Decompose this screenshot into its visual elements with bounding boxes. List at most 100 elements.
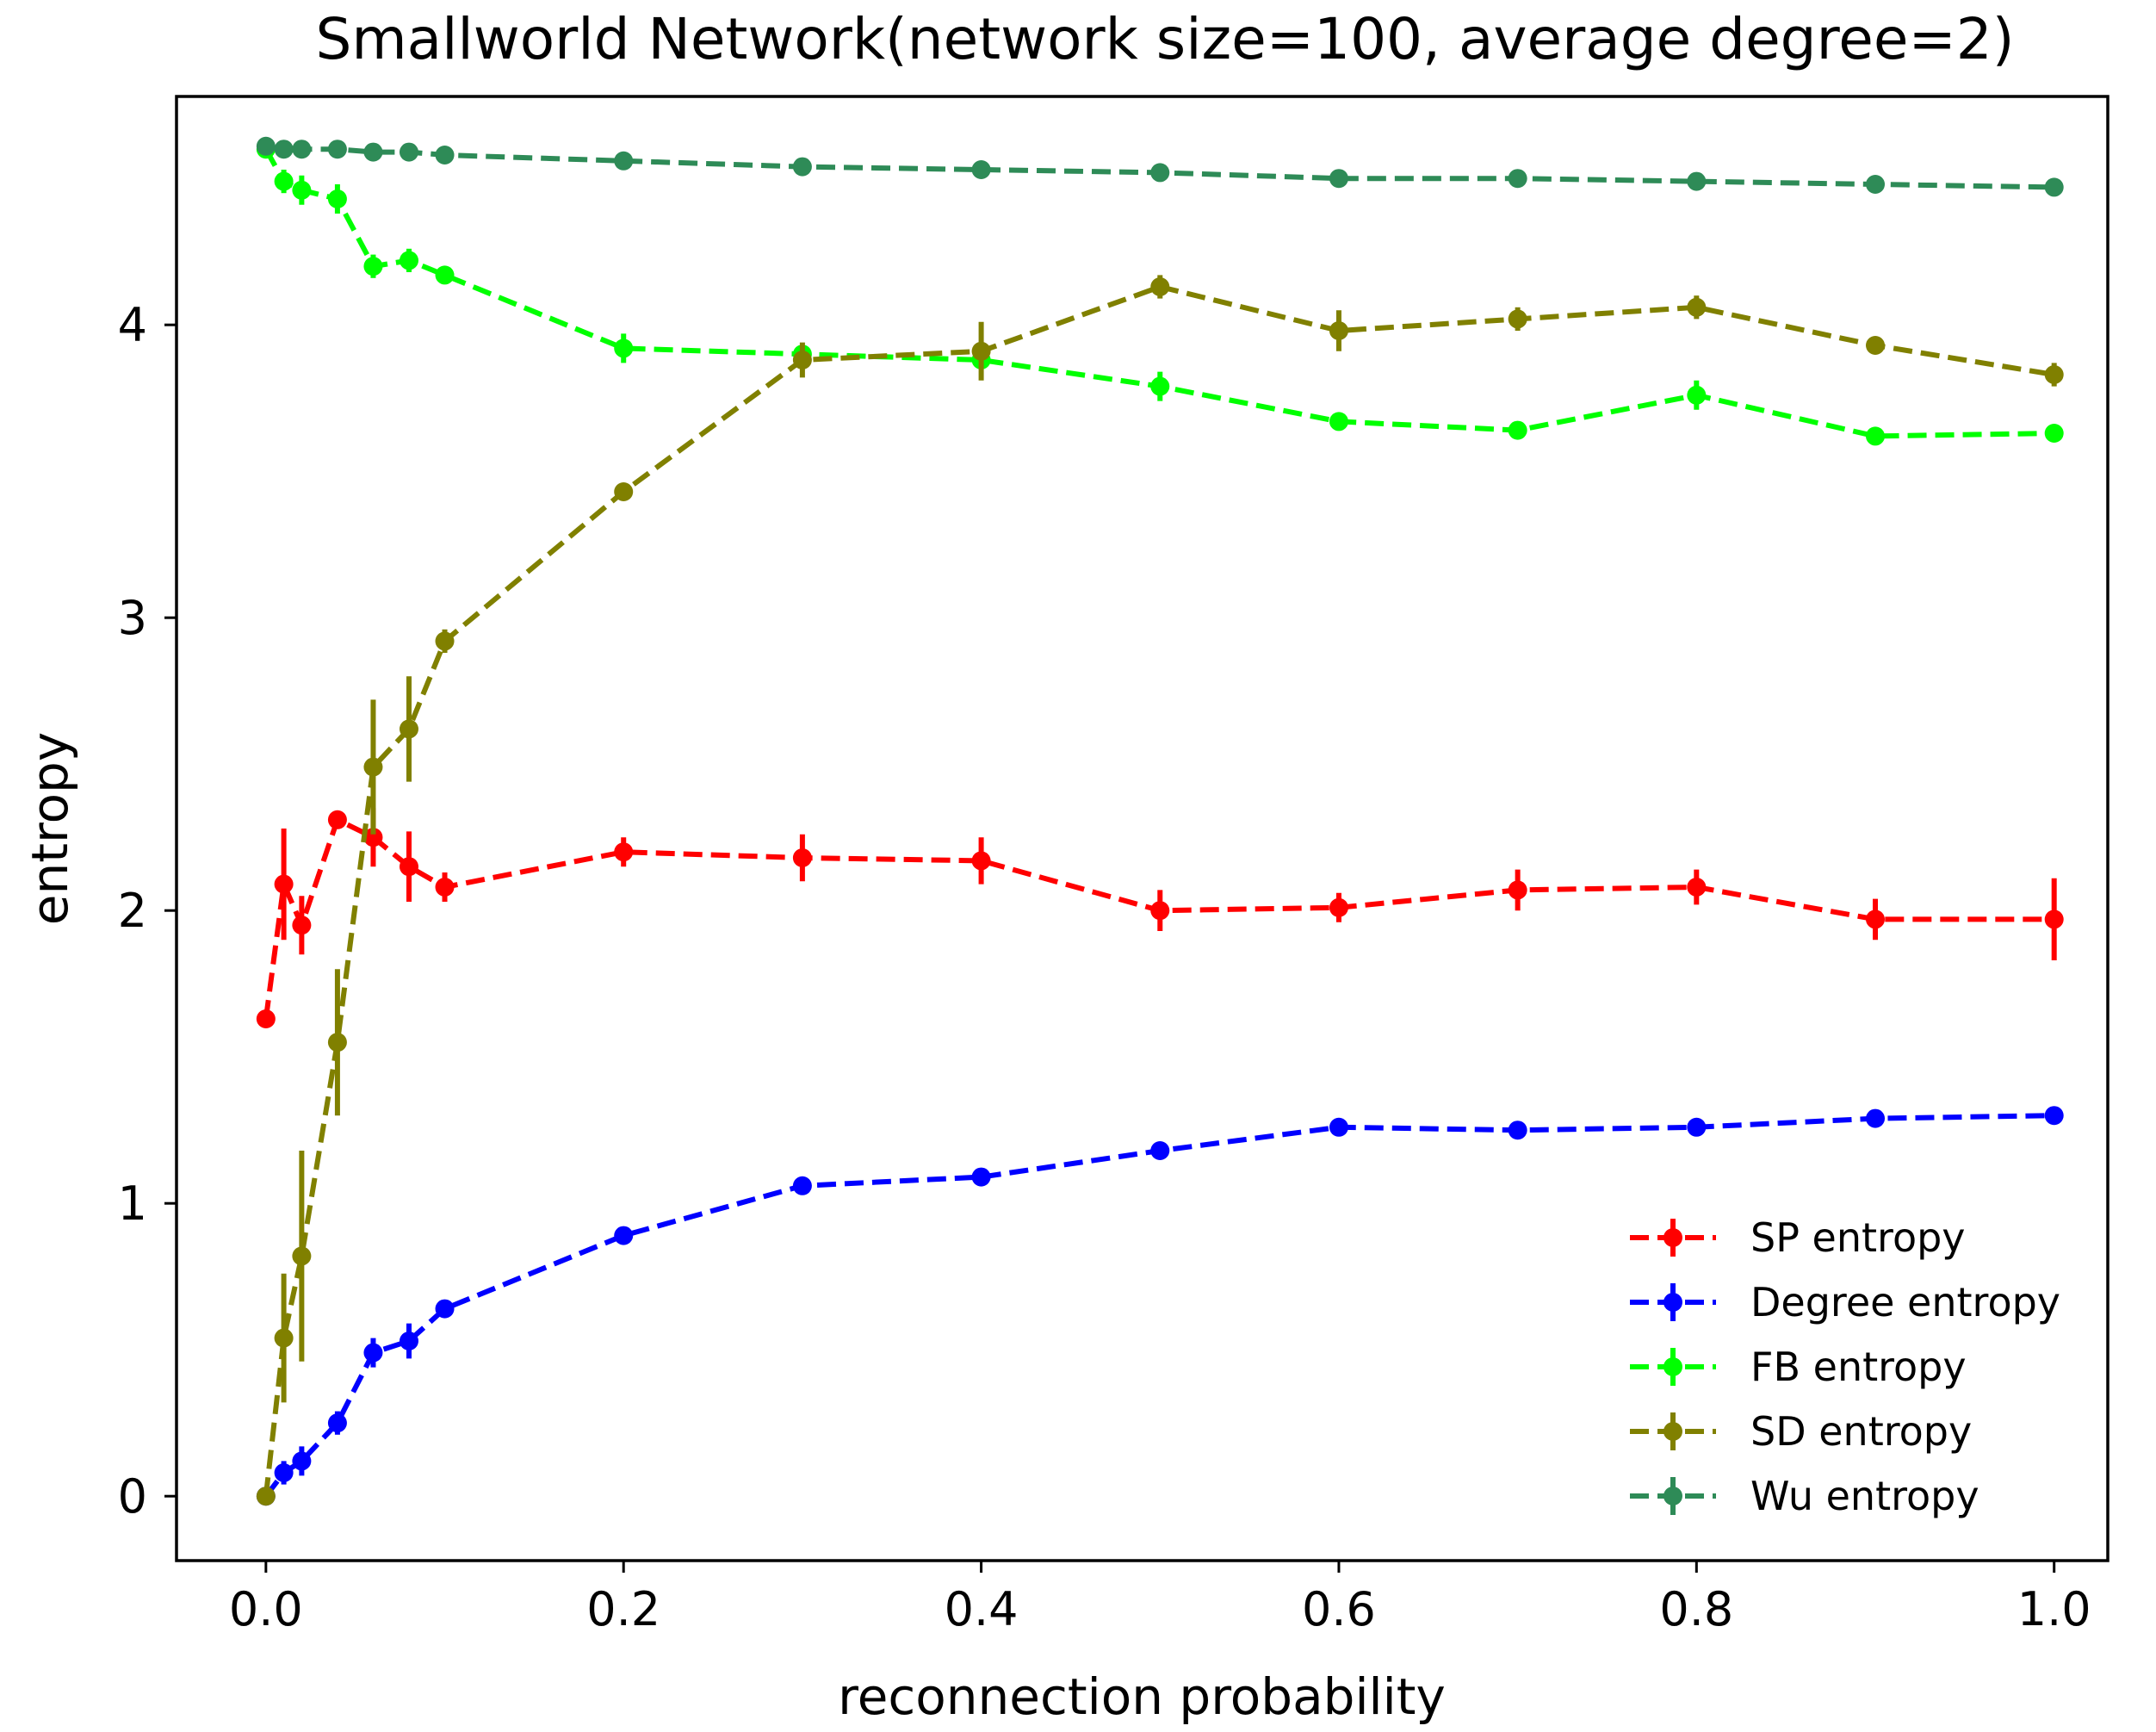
data-point bbox=[399, 857, 418, 877]
data-point bbox=[1687, 385, 1707, 405]
data-point bbox=[1150, 277, 1170, 296]
legend-marker bbox=[1663, 1293, 1682, 1312]
legend-label: SP entropy bbox=[1750, 1214, 1966, 1261]
x-tick-label: 0.2 bbox=[586, 1582, 660, 1636]
data-point bbox=[614, 151, 634, 171]
data-point bbox=[1150, 163, 1170, 183]
data-point bbox=[274, 1328, 294, 1348]
legend-label: Degree entropy bbox=[1750, 1279, 2060, 1325]
legend-label: SD entropy bbox=[1750, 1408, 1972, 1455]
data-point bbox=[1687, 297, 1707, 317]
data-point bbox=[1508, 420, 1527, 440]
data-point bbox=[1687, 171, 1707, 191]
data-point bbox=[614, 842, 634, 862]
data-point bbox=[1329, 1117, 1348, 1137]
series-fb-entropy bbox=[256, 140, 2064, 446]
y-tick-label: 2 bbox=[118, 884, 147, 938]
data-point bbox=[292, 140, 312, 159]
data-point bbox=[363, 757, 383, 777]
data-point bbox=[327, 1033, 347, 1052]
data-point bbox=[792, 351, 812, 369]
data-point bbox=[792, 157, 812, 177]
data-point bbox=[292, 916, 312, 935]
y-axis-label: entropy bbox=[21, 732, 79, 925]
y-tick-label: 3 bbox=[118, 591, 147, 645]
data-point bbox=[971, 1167, 991, 1187]
data-point bbox=[971, 160, 991, 179]
data-point bbox=[1329, 321, 1348, 340]
data-point bbox=[435, 878, 455, 897]
data-point bbox=[971, 341, 991, 361]
legend-entry-sp-entropy: SP entropy bbox=[1630, 1214, 1966, 1261]
x-tick-label: 0.0 bbox=[229, 1582, 303, 1636]
data-point bbox=[1508, 1121, 1527, 1140]
legend-entry-sd-entropy: SD entropy bbox=[1630, 1408, 1972, 1455]
data-point bbox=[363, 142, 383, 162]
data-point bbox=[614, 1226, 634, 1245]
data-point bbox=[274, 874, 294, 894]
data-point bbox=[274, 140, 294, 159]
data-point bbox=[327, 1413, 347, 1433]
chart-title: Smallworld Network(network size=100, ave… bbox=[315, 6, 2014, 72]
series-line-sp-entropy bbox=[263, 816, 2054, 1020]
data-point bbox=[399, 719, 418, 739]
series-line-degree-entropy bbox=[263, 1113, 2054, 1499]
data-point bbox=[1687, 1117, 1707, 1137]
data-point bbox=[363, 1343, 383, 1363]
legend: SP entropy Degree entropy FB entropy SD ent… bbox=[1630, 1214, 2060, 1519]
series-wu-entropy bbox=[256, 136, 2064, 197]
data-point bbox=[1150, 901, 1170, 921]
data-point bbox=[1508, 169, 1527, 189]
data-point bbox=[435, 265, 455, 285]
data-point bbox=[435, 146, 455, 165]
data-point bbox=[1866, 336, 1886, 355]
data-point bbox=[792, 848, 812, 867]
data-point bbox=[1508, 880, 1527, 900]
data-point bbox=[971, 851, 991, 871]
data-point bbox=[2044, 365, 2064, 384]
legend-label: Wu entropy bbox=[1750, 1473, 1979, 1519]
data-point bbox=[1508, 309, 1527, 329]
data-point bbox=[274, 1463, 294, 1482]
data-point bbox=[256, 1009, 276, 1028]
legend-marker bbox=[1663, 1357, 1682, 1376]
data-point bbox=[1329, 897, 1348, 917]
data-point bbox=[327, 810, 347, 829]
data-point bbox=[2044, 424, 2064, 443]
data-point bbox=[292, 180, 312, 200]
data-point bbox=[1866, 1108, 1886, 1128]
y-tick-label: 4 bbox=[118, 298, 147, 352]
data-point bbox=[256, 136, 276, 156]
data-point bbox=[1150, 1141, 1170, 1160]
data-point bbox=[1329, 169, 1348, 189]
y-axis: 0 1 2 3 4 bbox=[118, 298, 177, 1524]
y-tick-label: 1 bbox=[118, 1176, 147, 1231]
data-point bbox=[399, 142, 418, 162]
data-point bbox=[435, 631, 455, 651]
data-point bbox=[2044, 177, 2064, 197]
data-point bbox=[2044, 909, 2064, 929]
legend-label: FB entropy bbox=[1750, 1344, 1967, 1390]
data-point bbox=[363, 828, 383, 847]
data-point bbox=[363, 257, 383, 276]
legend-entry-wu-entropy: Wu entropy bbox=[1630, 1473, 1979, 1519]
data-point bbox=[292, 1246, 312, 1266]
legend-entry-fb-entropy: FB entropy bbox=[1630, 1344, 1967, 1390]
plot-frame bbox=[175, 95, 2110, 1562]
data-point bbox=[1866, 909, 1886, 929]
data-point bbox=[1329, 412, 1348, 431]
x-tick-label: 0.8 bbox=[1659, 1582, 1733, 1636]
x-tick-label: 1.0 bbox=[2017, 1582, 2091, 1636]
data-point bbox=[435, 1299, 455, 1319]
legend-marker bbox=[1663, 1422, 1682, 1441]
legend-marker bbox=[1663, 1228, 1682, 1247]
data-point bbox=[1687, 878, 1707, 897]
data-point bbox=[1866, 175, 1886, 194]
data-point bbox=[1866, 426, 1886, 446]
data-point bbox=[399, 251, 418, 270]
legend-entry-degree-entropy: Degree entropy bbox=[1630, 1279, 2060, 1325]
data-point bbox=[256, 1487, 276, 1506]
series-line-wu-entropy bbox=[265, 143, 2054, 190]
x-tick-label: 0.6 bbox=[1302, 1582, 1376, 1636]
